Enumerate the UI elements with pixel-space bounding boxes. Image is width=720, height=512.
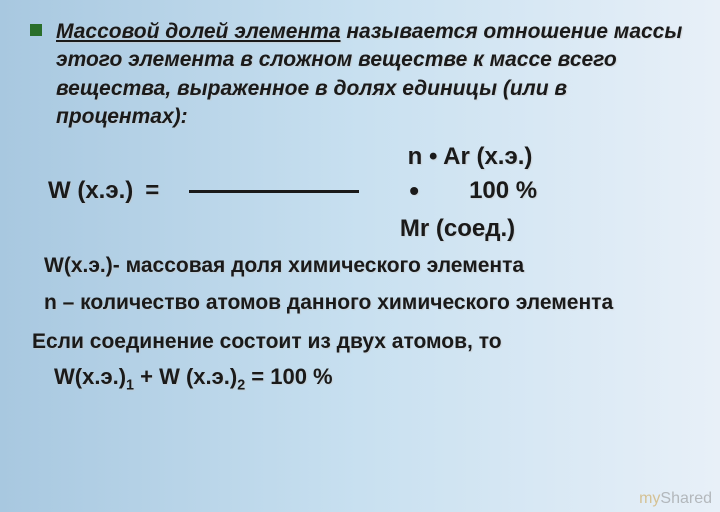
legend-w: W(х.э.)- массовая доля химического элеме… bbox=[44, 253, 690, 279]
sum-w2-base: W (х.э.) bbox=[159, 364, 237, 389]
formula-main-line: W (х.э.) = • 100 % bbox=[30, 177, 690, 205]
sum-w1-base: W(х.э.) bbox=[54, 364, 126, 389]
watermark: myShared bbox=[639, 490, 712, 508]
bullet-square-icon bbox=[30, 24, 42, 36]
sum-plus: + bbox=[134, 364, 159, 389]
definition-block: Массовой долей элемента называется отнош… bbox=[30, 18, 690, 131]
watermark-shared: Shared bbox=[660, 490, 712, 507]
definition-text: Массовой долей элемента называется отнош… bbox=[56, 18, 690, 131]
sum-w1-sub: 1 bbox=[126, 377, 134, 393]
fraction-bar bbox=[189, 190, 359, 193]
definition-term: Массовой долей элемента bbox=[56, 20, 341, 43]
formula-numerator: n • Ar (х.э.) bbox=[250, 143, 690, 171]
watermark-my: my bbox=[639, 490, 660, 507]
formula-denominator: Mr (соед.) bbox=[225, 215, 690, 243]
formula-lhs: W (х.э.) bbox=[48, 177, 133, 205]
formula-equals: = bbox=[145, 177, 159, 205]
sum-rhs: = 100 % bbox=[245, 364, 332, 389]
formula-block: n • Ar (х.э.) W (х.э.) = • 100 % Mr (сое… bbox=[30, 143, 690, 243]
sum-w2-sub: 2 bbox=[237, 377, 245, 393]
condition-text: Если соединение состоит из двух атомов, … bbox=[32, 330, 690, 354]
formula-percent: 100 % bbox=[469, 177, 537, 205]
sum-equation: W(х.э.)1 + W (х.э.)2 = 100 % bbox=[54, 364, 690, 393]
legend-n: n – количество атомов данного химическог… bbox=[44, 290, 690, 316]
slide-content: Массовой долей элемента называется отнош… bbox=[0, 0, 720, 512]
